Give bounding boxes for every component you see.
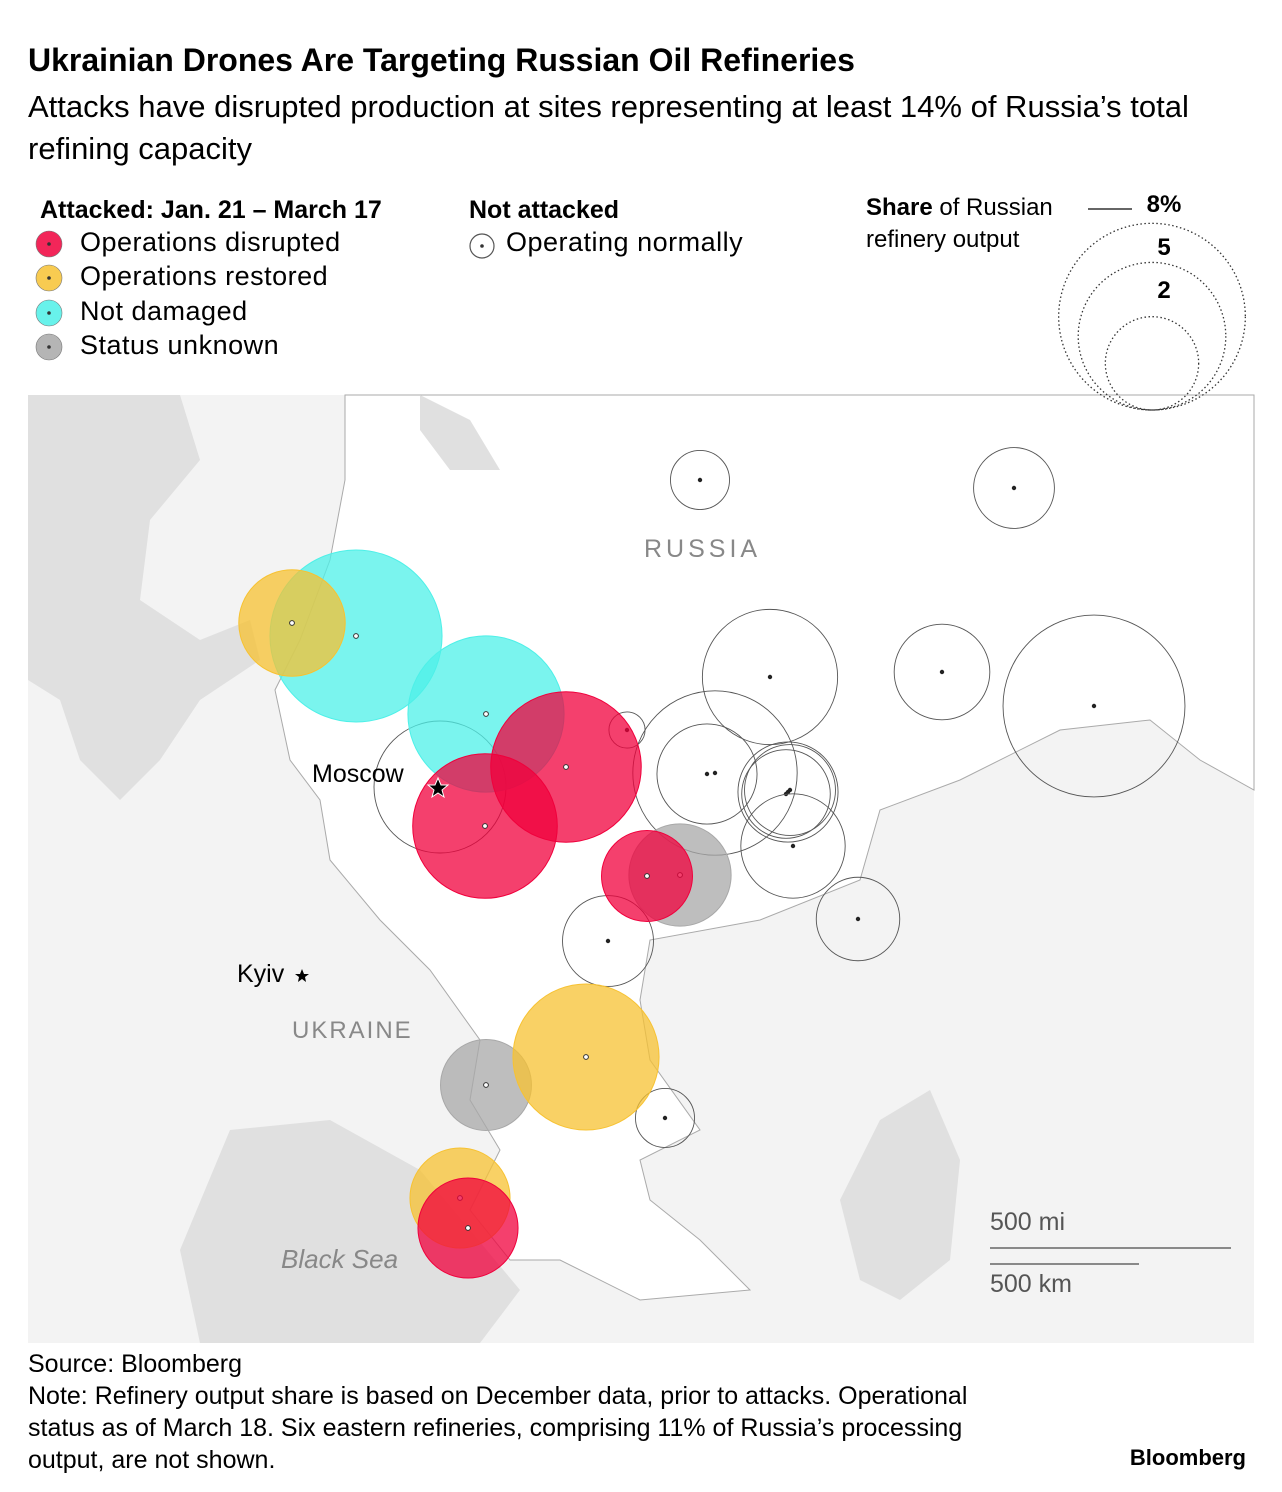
white-sea xyxy=(420,395,500,470)
source: Source: Bloomberg xyxy=(28,1350,243,1378)
refinery-circle xyxy=(744,744,836,836)
kyiv-star xyxy=(295,969,309,982)
refinery-circle xyxy=(737,741,839,843)
legend-label: Status unknown xyxy=(80,330,280,360)
refinery-dot xyxy=(465,1225,471,1231)
refinery-dot xyxy=(787,787,793,793)
refinery-circle xyxy=(893,623,991,721)
refinery-dot xyxy=(644,873,650,879)
refinery-dot xyxy=(1011,485,1017,491)
refinery-dot xyxy=(662,1115,668,1121)
refinery-dot xyxy=(1091,703,1097,709)
scale-label: 500 km xyxy=(990,1270,1072,1298)
note: Note: Refinery output share is based on … xyxy=(28,1382,968,1474)
refinery-circle xyxy=(670,450,730,510)
refinery-dot xyxy=(939,669,945,675)
refinery-dot xyxy=(605,938,611,944)
refinery-circle xyxy=(701,608,839,746)
refinery-circle xyxy=(740,793,846,899)
size-legend-rest: of Russian refinery output xyxy=(866,194,1053,253)
legend-swatch-dot xyxy=(47,276,51,280)
sea-label: Black Sea xyxy=(281,1244,399,1274)
refinery-circle xyxy=(1002,614,1186,798)
country-label: RUSSIA xyxy=(644,535,762,563)
size-legend-label: 2 xyxy=(1157,277,1171,304)
legend-heading: Not attacked xyxy=(469,196,620,224)
refinery-dot xyxy=(790,843,796,849)
size-legend-circle xyxy=(1077,261,1227,411)
legend-heading: Attacked: Jan. 21 – March 17 xyxy=(40,196,382,224)
refinery-circle xyxy=(741,749,831,839)
size-legend-bold: Share xyxy=(866,194,933,221)
size-legend-circle xyxy=(1058,222,1246,411)
size-legend-label: 5 xyxy=(1157,234,1171,261)
country-label: UKRAINE xyxy=(292,1017,413,1044)
city-label: Moscow xyxy=(312,760,404,788)
title: Ukrainian Drones Are Targeting Russian O… xyxy=(28,42,855,78)
refinery-circle xyxy=(635,1088,695,1148)
legend-swatch-dot xyxy=(47,311,51,315)
refinery-dot xyxy=(289,620,295,626)
brand: Bloomberg xyxy=(1129,1445,1246,1470)
legend-swatch xyxy=(469,233,495,259)
black-sea xyxy=(180,1120,520,1343)
caspian-sea xyxy=(840,1090,960,1300)
refinery-dot xyxy=(583,1054,589,1060)
refinery-dot xyxy=(704,771,710,777)
refinery-dot xyxy=(353,633,359,639)
refinery-circle xyxy=(973,447,1055,529)
size-legend-title: Share of Russian refinery output xyxy=(866,192,1081,256)
subtitle: Attacks have disrupted production at sit… xyxy=(28,89,1189,166)
refineries xyxy=(238,447,1186,1279)
legend-label: Operating normally xyxy=(506,227,744,257)
legend-label: Operations disrupted xyxy=(80,227,341,257)
refinery-dot xyxy=(855,916,861,922)
scale-label: 500 mi xyxy=(990,1208,1066,1236)
refinery-dot xyxy=(482,823,488,829)
refinery-dot xyxy=(712,770,718,776)
refinery-dot xyxy=(767,674,773,680)
moscow-star xyxy=(426,776,450,799)
baltic-sea xyxy=(28,395,260,800)
refinery-circle xyxy=(656,723,758,825)
legend-swatch-dot xyxy=(47,242,51,246)
legend-label: Not damaged xyxy=(80,296,248,326)
footer: Source: Bloomberg Note: Refinery output … xyxy=(28,1348,1028,1476)
refinery-circle xyxy=(815,876,901,962)
city-label: Kyiv xyxy=(237,960,285,988)
refinery-dot xyxy=(483,1082,489,1088)
legend-swatch-dot xyxy=(480,244,484,248)
size-legend-circle xyxy=(1104,316,1200,411)
refinery-dot xyxy=(563,764,569,770)
legend-swatch-dot xyxy=(47,345,51,349)
refinery-dot xyxy=(483,711,489,717)
refinery-dot xyxy=(697,477,703,483)
legend-label: Operations restored xyxy=(80,261,329,291)
size-legend-label: 8% xyxy=(1146,191,1182,218)
